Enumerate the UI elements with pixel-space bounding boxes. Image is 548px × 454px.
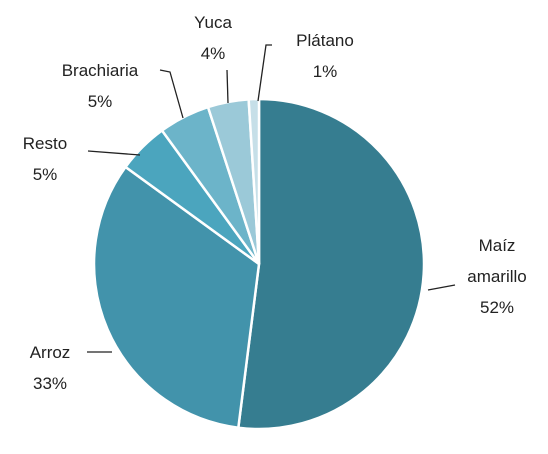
slice-label: Plátano 1% (270, 25, 380, 87)
value-label: 1% (312, 62, 338, 81)
leader-line (159, 69, 184, 119)
leader-line (257, 44, 272, 102)
category-label: Plátano (296, 31, 354, 50)
leader-line (427, 284, 456, 291)
value-label: 5% (32, 165, 58, 184)
value-label: 52% (479, 298, 515, 317)
slice-label: Brachiaria 5% (45, 55, 155, 117)
value-label: 4% (200, 44, 226, 63)
pie-slice (247, 97, 261, 265)
slice-label: Yuca 4% (158, 7, 268, 69)
slice-label: Resto 5% (0, 128, 100, 190)
pie-slice (92, 165, 261, 430)
category-label: Arroz (29, 343, 71, 362)
leader-line (226, 69, 229, 104)
category-label: Brachiaria (61, 61, 139, 80)
category-label: Maíz amarillo (467, 236, 527, 286)
pie-slice (236, 97, 426, 431)
category-label: Yuca (194, 13, 232, 32)
slice-label: Maíz amarillo 52% (452, 230, 542, 323)
slice-label: Arroz 33% (0, 337, 105, 399)
value-label: 33% (32, 374, 68, 393)
leader-line (87, 150, 141, 156)
category-label: Resto (22, 134, 68, 153)
value-label: 5% (87, 92, 113, 111)
